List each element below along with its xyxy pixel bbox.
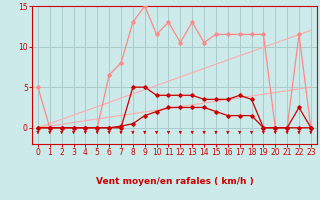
X-axis label: Vent moyen/en rafales ( km/h ): Vent moyen/en rafales ( km/h ) bbox=[96, 177, 253, 186]
